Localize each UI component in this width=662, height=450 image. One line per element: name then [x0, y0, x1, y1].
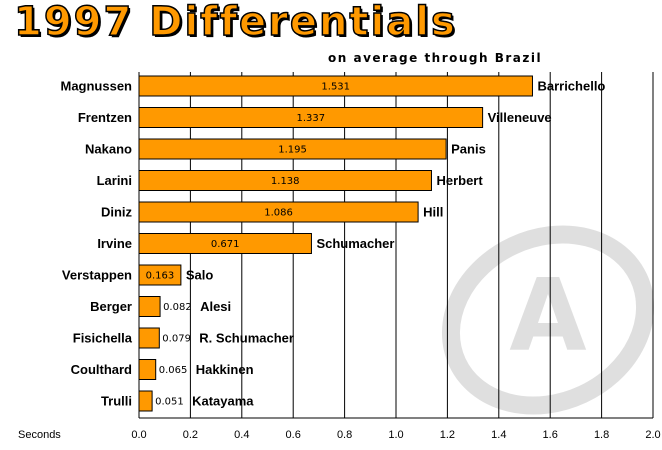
bar-opponent-label: Salo [186, 268, 214, 283]
bar-opponent-label: Hill [423, 205, 443, 220]
bar-value-label: 0.065 [159, 365, 188, 376]
bar-category-label: Diniz [101, 205, 133, 220]
bar [138, 138, 447, 160]
bars-layer: Magnussen 1.531 Barrichello Frentzen 1.337 Vi… [60, 75, 605, 412]
x-tick-label: 1.2 [440, 429, 455, 441]
bar-value-label: 1.337 [296, 113, 325, 124]
bar-category-label: Trulli [101, 394, 132, 409]
bar [138, 327, 160, 349]
bar-value-label: 1.138 [271, 176, 300, 187]
bar [138, 390, 153, 412]
bar-opponent-label: Schumacher [316, 236, 394, 251]
chart-subtitle: on average through Brazil [328, 51, 543, 65]
bar [138, 75, 533, 97]
bar-category-label: Irvine [97, 236, 132, 251]
bar-category-label: Fisichella [73, 331, 133, 346]
watermark-a-logo-icon: A [441, 225, 655, 415]
bar-value-label: 0.671 [211, 239, 240, 250]
x-tick-label: 1.8 [594, 429, 609, 441]
bar [138, 170, 432, 191]
bar-opponent-label: R. Schumacher [199, 331, 294, 346]
bar-opponent-label: Barrichello [537, 79, 605, 94]
bar [138, 296, 161, 317]
watermark-letter: A [509, 257, 586, 374]
bar-category-label: Frentzen [78, 110, 132, 125]
bar-value-label: 0.082 [163, 302, 192, 313]
bar [138, 264, 182, 286]
x-axis-ticks: 0.0 0.2 0.4 0.6 0.8 1.0 1.2 1.4 1.6 1.8 2.0 [131, 429, 660, 441]
bar-value-label: 0.079 [162, 334, 191, 345]
bar-category-label: Nakano [85, 142, 132, 157]
bar-category-label: Magnussen [60, 79, 132, 94]
x-tick-label: 1.4 [491, 429, 506, 441]
bar-opponent-label: Herbert [436, 173, 483, 188]
bar-opponent-label: Alesi [200, 299, 231, 314]
bar [138, 359, 157, 380]
bar-value-label: 0.163 [146, 271, 175, 282]
bar-category-label: Verstappen [62, 268, 132, 283]
bar-opponent-label: Panis [451, 142, 486, 157]
bar-category-label: Coulthard [71, 362, 132, 377]
bar-value-label: 1.195 [278, 145, 307, 156]
bar-value-label: 0.051 [155, 397, 184, 408]
bar-category-label: Berger [90, 299, 132, 314]
x-tick-label: 0.2 [183, 429, 198, 441]
x-axis-label: Seconds [18, 429, 61, 441]
bar-opponent-label: Villeneuve [488, 110, 552, 125]
bar [138, 233, 312, 254]
x-tick-label: 0.0 [131, 429, 146, 441]
x-tick-label: 0.8 [337, 429, 352, 441]
bar-value-label: 1.531 [321, 82, 350, 93]
x-tick-label: 0.4 [234, 429, 249, 441]
bar-category-label: Larini [97, 173, 132, 188]
bar-value-label: 1.086 [264, 208, 293, 219]
bar [138, 201, 419, 223]
chart-title: 1997 Differentials [13, 0, 457, 45]
x-tick-label: 2.0 [645, 429, 660, 441]
bar [138, 107, 484, 128]
x-tick-label: 1.0 [388, 429, 403, 441]
bar-opponent-label: Katayama [192, 394, 254, 409]
x-tick-label: 0.6 [286, 429, 301, 441]
bar-opponent-label: Hakkinen [196, 362, 254, 377]
x-tick-label: 1.6 [543, 429, 558, 441]
